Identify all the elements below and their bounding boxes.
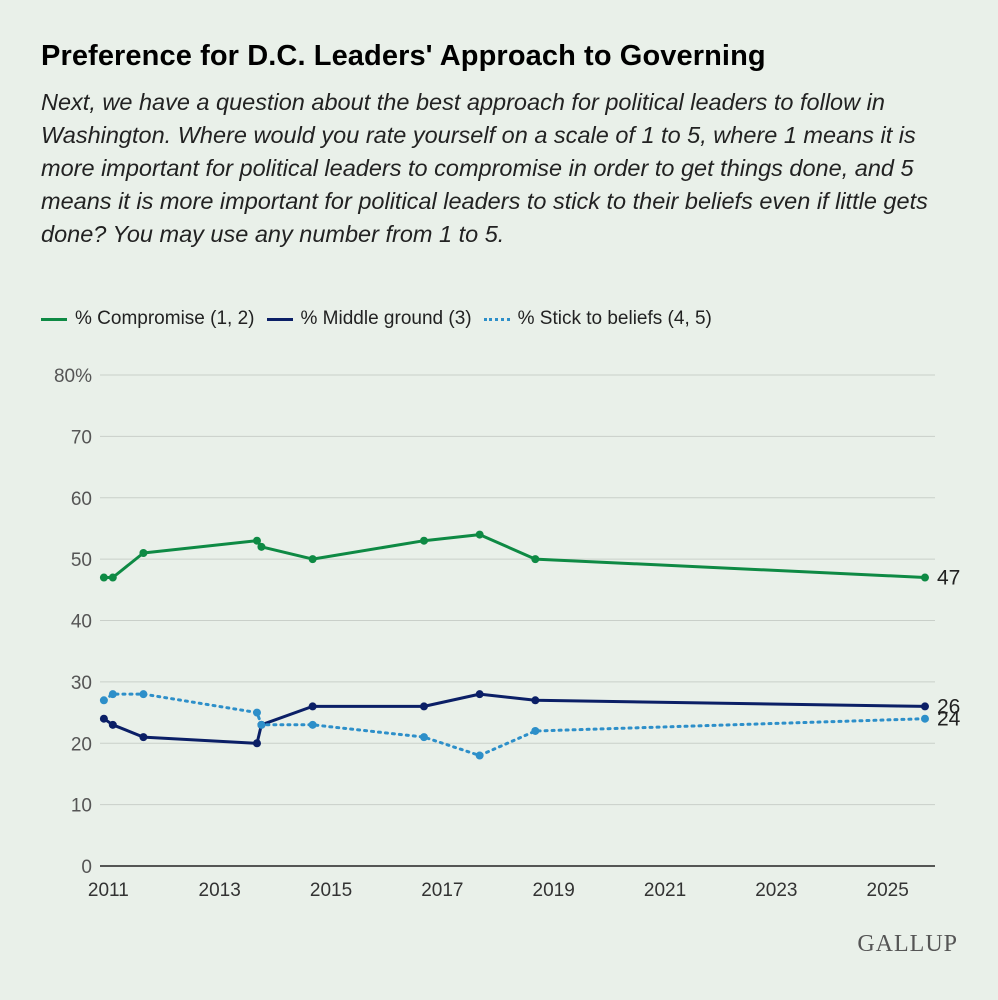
data-point-0-6 xyxy=(419,536,428,545)
series-line-2 xyxy=(102,692,927,757)
data-point-2-8 xyxy=(531,726,540,735)
y-tick-label-20: 20 xyxy=(71,734,92,755)
x-tick-label-2015: 2015 xyxy=(310,880,352,901)
data-point-1-8 xyxy=(531,696,540,705)
data-point-2-5 xyxy=(308,720,317,729)
legend-swatch-stick-to-beliefs xyxy=(483,317,510,321)
data-point-1-0 xyxy=(99,714,108,723)
x-tick-label-2021: 2021 xyxy=(644,880,686,901)
data-point-2-6 xyxy=(419,733,428,742)
legend-swatch-middle-ground xyxy=(266,317,293,321)
data-point-2-7 xyxy=(475,751,484,760)
data-point-1-7 xyxy=(475,690,484,699)
legend-label-middle-ground: % Middle ground (3) xyxy=(300,308,472,329)
x-tick-label-2019: 2019 xyxy=(533,880,575,901)
data-point-0-1 xyxy=(108,573,117,582)
series-line-0 xyxy=(102,533,927,579)
chart-subtitle: Next, we have a question about the best … xyxy=(41,89,928,247)
chart-title: Preference for D.C. Leaders' Approach to… xyxy=(41,40,766,72)
x-tick-label-2023: 2023 xyxy=(755,880,797,901)
data-point-2-9 xyxy=(920,714,929,723)
data-point-0-3 xyxy=(252,536,261,545)
y-tick-label-0: 0 xyxy=(81,857,92,878)
data-point-1-2 xyxy=(139,733,148,742)
y-tick-label-30: 30 xyxy=(71,673,92,694)
end-label-2: 24 xyxy=(937,708,961,731)
data-point-0-7 xyxy=(475,530,484,539)
data-point-1-9 xyxy=(920,702,929,711)
end-label-1: 26 xyxy=(937,695,960,718)
data-point-2-1 xyxy=(108,690,117,699)
legend-item-compromise: % Compromise (1, 2) xyxy=(41,308,255,330)
chart-legend: % Compromise (1, 2) % Middle ground (3) … xyxy=(41,308,724,330)
y-tick-label-40: 40 xyxy=(71,612,92,633)
legend-item-stick-to-beliefs: % Stick to beliefs (4, 5) xyxy=(483,308,712,330)
x-tick-label-2017: 2017 xyxy=(421,880,463,901)
data-point-0-9 xyxy=(920,573,929,582)
legend-label-stick-to-beliefs: % Stick to beliefs (4, 5) xyxy=(517,308,712,329)
data-point-2-0 xyxy=(99,696,108,705)
data-point-0-0 xyxy=(99,573,108,582)
x-tick-label-2025: 2025 xyxy=(867,880,909,901)
y-tick-label-60: 60 xyxy=(71,489,92,510)
data-point-2-2 xyxy=(139,690,148,699)
legend-item-middle-ground: % Middle ground (3) xyxy=(266,308,472,330)
data-point-2-4 xyxy=(257,720,266,729)
x-tick-label-2011: 2011 xyxy=(88,880,129,901)
y-tick-label-10: 10 xyxy=(71,796,92,817)
data-point-0-5 xyxy=(308,555,317,564)
data-point-1-1 xyxy=(108,720,117,729)
x-tick-label-2013: 2013 xyxy=(199,880,241,901)
data-point-1-3 xyxy=(252,739,261,748)
series-line-1 xyxy=(102,692,927,745)
data-point-0-2 xyxy=(139,548,148,557)
legend-label-compromise: % Compromise (1, 2) xyxy=(75,308,255,329)
y-tick-label-80: 80% xyxy=(54,366,92,387)
end-label-0: 47 xyxy=(937,567,960,590)
data-point-1-5 xyxy=(308,702,317,711)
legend-swatch-compromise xyxy=(41,317,67,321)
y-tick-label-70: 70 xyxy=(71,427,92,448)
data-point-1-6 xyxy=(419,702,428,711)
gallup-logo: GALLUP xyxy=(857,931,958,957)
y-tick-label-50: 50 xyxy=(71,550,92,571)
data-point-0-4 xyxy=(257,542,266,551)
data-point-0-8 xyxy=(531,555,540,564)
data-point-2-3 xyxy=(252,708,261,717)
